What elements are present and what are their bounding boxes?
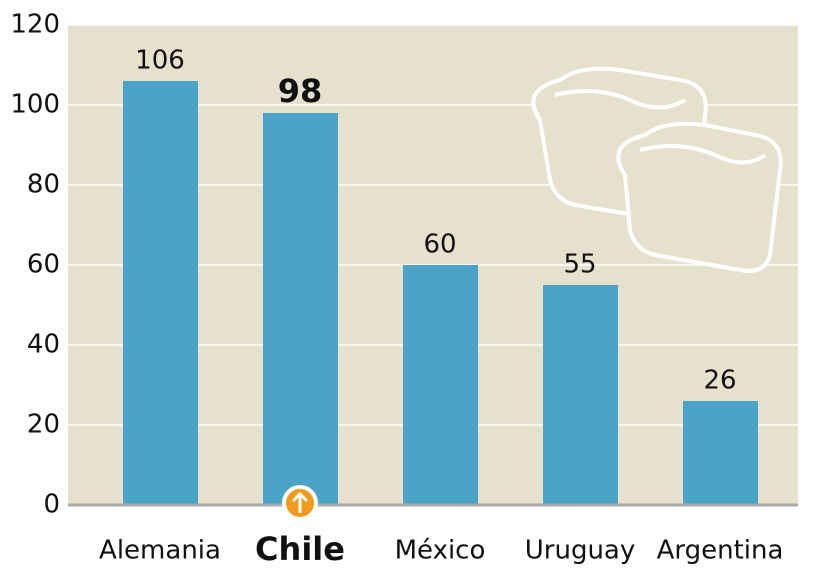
bar xyxy=(683,401,758,505)
x-tick-label: México xyxy=(395,536,486,566)
y-tick-label: 80 xyxy=(27,170,60,200)
bars xyxy=(123,81,758,505)
highlight-arrow xyxy=(291,491,309,513)
bar xyxy=(403,265,478,505)
x-tick-label: Uruguay xyxy=(525,536,636,566)
bread-illustration xyxy=(531,66,783,273)
data-label: 55 xyxy=(563,250,596,280)
bar xyxy=(263,113,338,505)
y-tick-label: 0 xyxy=(43,490,60,520)
data-label: 60 xyxy=(423,230,456,260)
y-tick-label: 100 xyxy=(10,90,60,120)
data-label: 98 xyxy=(278,72,323,110)
bar xyxy=(123,81,198,505)
y-tick-label: 20 xyxy=(27,410,60,440)
y-tick-label: 40 xyxy=(27,330,60,360)
data-label: 26 xyxy=(703,366,736,396)
bar xyxy=(543,285,618,505)
data-label: 106 xyxy=(135,46,185,76)
y-tick-label: 120 xyxy=(10,10,60,40)
x-tick-label: Chile xyxy=(255,530,345,566)
y-tick-label: 60 xyxy=(27,250,60,280)
x-tick-label: Alemania xyxy=(99,536,221,566)
x-tick-label: Argentina xyxy=(657,536,784,566)
